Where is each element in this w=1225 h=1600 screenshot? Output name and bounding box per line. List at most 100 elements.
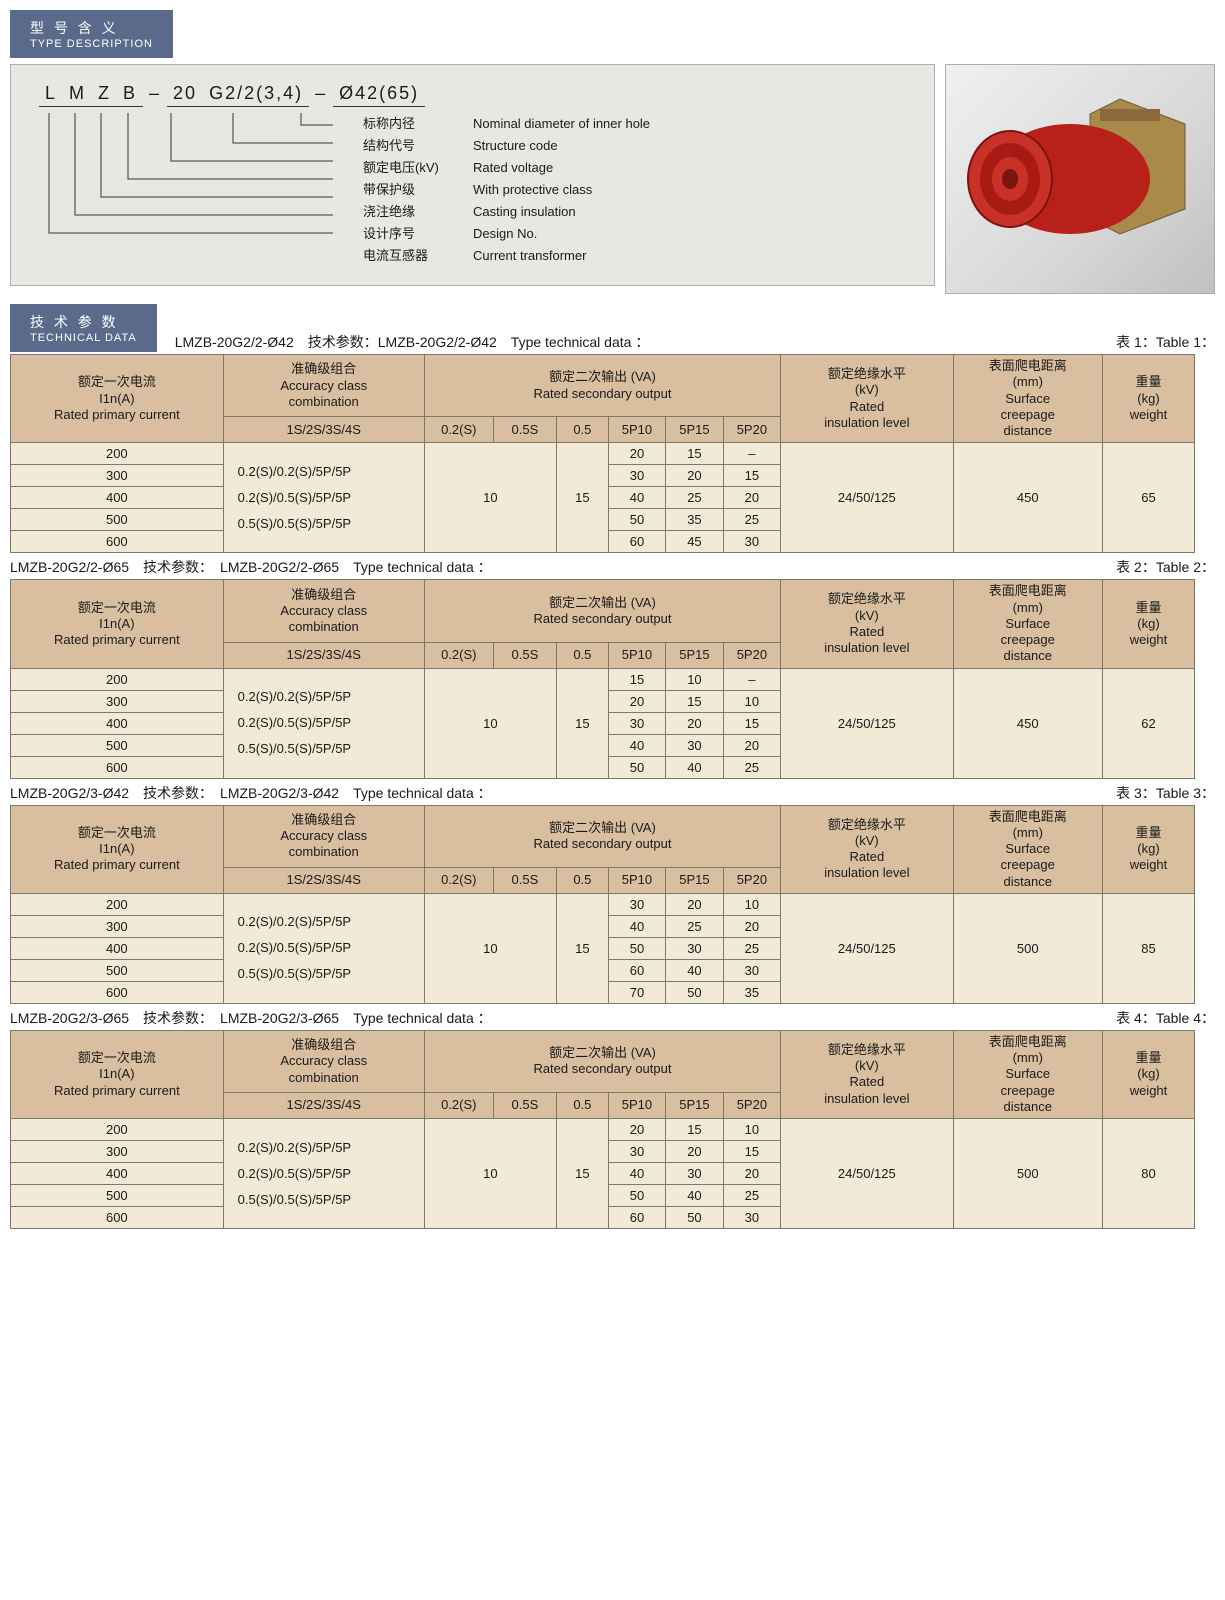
th-insulation: 额定绝缘水平(kV)Ratedinsulation level	[781, 580, 953, 668]
cell-5p10: 50	[608, 756, 665, 778]
th-primary-current: 额定一次电流I1n(A)Rated primary current	[11, 1030, 224, 1118]
cell-current: 400	[11, 1163, 224, 1185]
cell-5p10: 40	[608, 734, 665, 756]
cell-current: 200	[11, 443, 224, 465]
th-sub-1: 0.5S	[493, 1093, 556, 1119]
desc-row: 电流互感器Current transformer	[363, 245, 912, 267]
type-description-box: L M Z B – 20 G2/2(3,4) – Ø42(65) 标称内径Nom…	[10, 64, 935, 286]
table-caption-right: 表 2：Table 2：	[1116, 557, 1215, 577]
th-sub-1: 0.5S	[493, 642, 556, 668]
desc-row: 结构代号Structure code	[363, 135, 912, 157]
cell-5p15: 25	[666, 915, 723, 937]
cell-current: 600	[11, 1207, 224, 1229]
cell-5p15: 40	[666, 756, 723, 778]
th-1s2s3s4s: 1S/2S/3S/4S	[223, 867, 424, 893]
cell-5p20: 30	[723, 959, 780, 981]
cell-05: 15	[557, 443, 609, 553]
cell-5p20: 10	[723, 690, 780, 712]
cell-5p10: 30	[608, 465, 665, 487]
cell-5p15: 15	[666, 690, 723, 712]
cell-5p10: 50	[608, 937, 665, 959]
cell-5p10: 60	[608, 959, 665, 981]
cell-5p15: 25	[666, 487, 723, 509]
cell-creepage: 450	[953, 443, 1102, 553]
cell-05: 15	[557, 893, 609, 1003]
th-sub-1: 0.5S	[493, 417, 556, 443]
cell-05: 15	[557, 668, 609, 778]
th-primary-current: 额定一次电流I1n(A)Rated primary current	[11, 355, 224, 443]
table-row: 2000.2(S)/0.2(S)/5P/5P0.2(S)/0.5(S)/5P/5…	[11, 893, 1195, 915]
cell-5p10: 40	[608, 1163, 665, 1185]
th-sub-3: 5P10	[608, 1093, 665, 1119]
cell-current: 300	[11, 1141, 224, 1163]
dl6en: Current transformer	[473, 245, 912, 267]
cell-current: 200	[11, 1119, 224, 1141]
th-accuracy: 准确级组合Accuracy classcombination	[223, 580, 424, 642]
cell-current: 500	[11, 734, 224, 756]
cell-5p20: 20	[723, 734, 780, 756]
tech-zh: 技 术 参 数	[30, 314, 119, 330]
cell-02s: 10	[424, 1119, 556, 1229]
cell-creepage: 500	[953, 1119, 1102, 1229]
dl2en: Rated voltage	[473, 157, 912, 179]
cell-current: 400	[11, 487, 224, 509]
cell-insulation: 24/50/125	[781, 443, 953, 553]
cell-5p20: 30	[723, 531, 780, 553]
cell-5p15: 40	[666, 1185, 723, 1207]
cell-5p15: 35	[666, 509, 723, 531]
cell-5p15: 15	[666, 1119, 723, 1141]
cell-weight: 85	[1102, 893, 1194, 1003]
cell-5p10: 60	[608, 531, 665, 553]
cell-5p15: 20	[666, 465, 723, 487]
cell-5p20: 10	[723, 893, 780, 915]
code-struct: G2/2(3,4)	[203, 83, 309, 107]
cell-weight: 62	[1102, 668, 1194, 778]
th-secondary-output: 额定二次输出 (VA)Rated secondary output	[424, 355, 780, 417]
cell-5p15: 50	[666, 981, 723, 1003]
th-sub-0: 0.2(S)	[424, 417, 493, 443]
cell-5p10: 50	[608, 509, 665, 531]
data-table-3: 额定一次电流I1n(A)Rated primary current准确级组合Ac…	[10, 805, 1195, 1004]
th-sub-0: 0.2(S)	[424, 642, 493, 668]
cell-5p15: 10	[666, 668, 723, 690]
cell-5p20: 20	[723, 1163, 780, 1185]
table-row: 2000.2(S)/0.2(S)/5P/5P0.2(S)/0.5(S)/5P/5…	[11, 443, 1195, 465]
table-caption-right: 表 4：Table 4：	[1116, 1008, 1215, 1028]
cell-current: 300	[11, 690, 224, 712]
cell-5p15: 20	[666, 893, 723, 915]
th-sub-5: 5P20	[723, 417, 780, 443]
cell-current: 300	[11, 465, 224, 487]
th-sub-1: 0.5S	[493, 867, 556, 893]
cell-05: 15	[557, 1119, 609, 1229]
product-image	[945, 64, 1215, 294]
dl0zh: 标称内径	[363, 113, 473, 135]
dl3zh: 带保护级	[363, 179, 473, 201]
cell-5p10: 15	[608, 668, 665, 690]
desc-row: 设计序号Design No.	[363, 223, 912, 245]
cell-5p20: 15	[723, 712, 780, 734]
cell-current: 500	[11, 1185, 224, 1207]
th-sub-5: 5P20	[723, 642, 780, 668]
transformer-illustration-icon	[950, 69, 1210, 289]
table1-caption-left: LMZB-20G2/2-Ø42 技术参数：LMZB-20G2/2-Ø42 Typ…	[175, 332, 1116, 352]
th-1s2s3s4s: 1S/2S/3S/4S	[223, 1093, 424, 1119]
dl1zh: 结构代号	[363, 135, 473, 157]
cell-5p15: 15	[666, 443, 723, 465]
model-code-row: L M Z B – 20 G2/2(3,4) – Ø42(65)	[39, 83, 912, 107]
cell-current: 200	[11, 893, 224, 915]
table-row: 2000.2(S)/0.2(S)/5P/5P0.2(S)/0.5(S)/5P/5…	[11, 668, 1195, 690]
th-sub-3: 5P10	[608, 867, 665, 893]
desc-row: 带保护级With protective class	[363, 179, 912, 201]
cell-5p10: 30	[608, 712, 665, 734]
code-dash1: –	[143, 83, 167, 107]
th-creepage: 表面爬电距离(mm)Surfacecreepagedistance	[953, 805, 1102, 893]
th-sub-3: 5P10	[608, 642, 665, 668]
table-caption-left: LMZB-20G2/3-Ø42 技术参数： LMZB-20G2/3-Ø42 Ty…	[10, 783, 1116, 803]
table1-caption-right: 表 1：Table 1：	[1116, 332, 1215, 352]
table-caption-right: 表 3：Table 3：	[1116, 783, 1215, 803]
cell-5p20: 25	[723, 756, 780, 778]
dl4zh: 浇注绝缘	[363, 201, 473, 223]
cell-5p10: 70	[608, 981, 665, 1003]
th-sub-2: 0.5	[557, 417, 609, 443]
th-sub-2: 0.5	[557, 867, 609, 893]
